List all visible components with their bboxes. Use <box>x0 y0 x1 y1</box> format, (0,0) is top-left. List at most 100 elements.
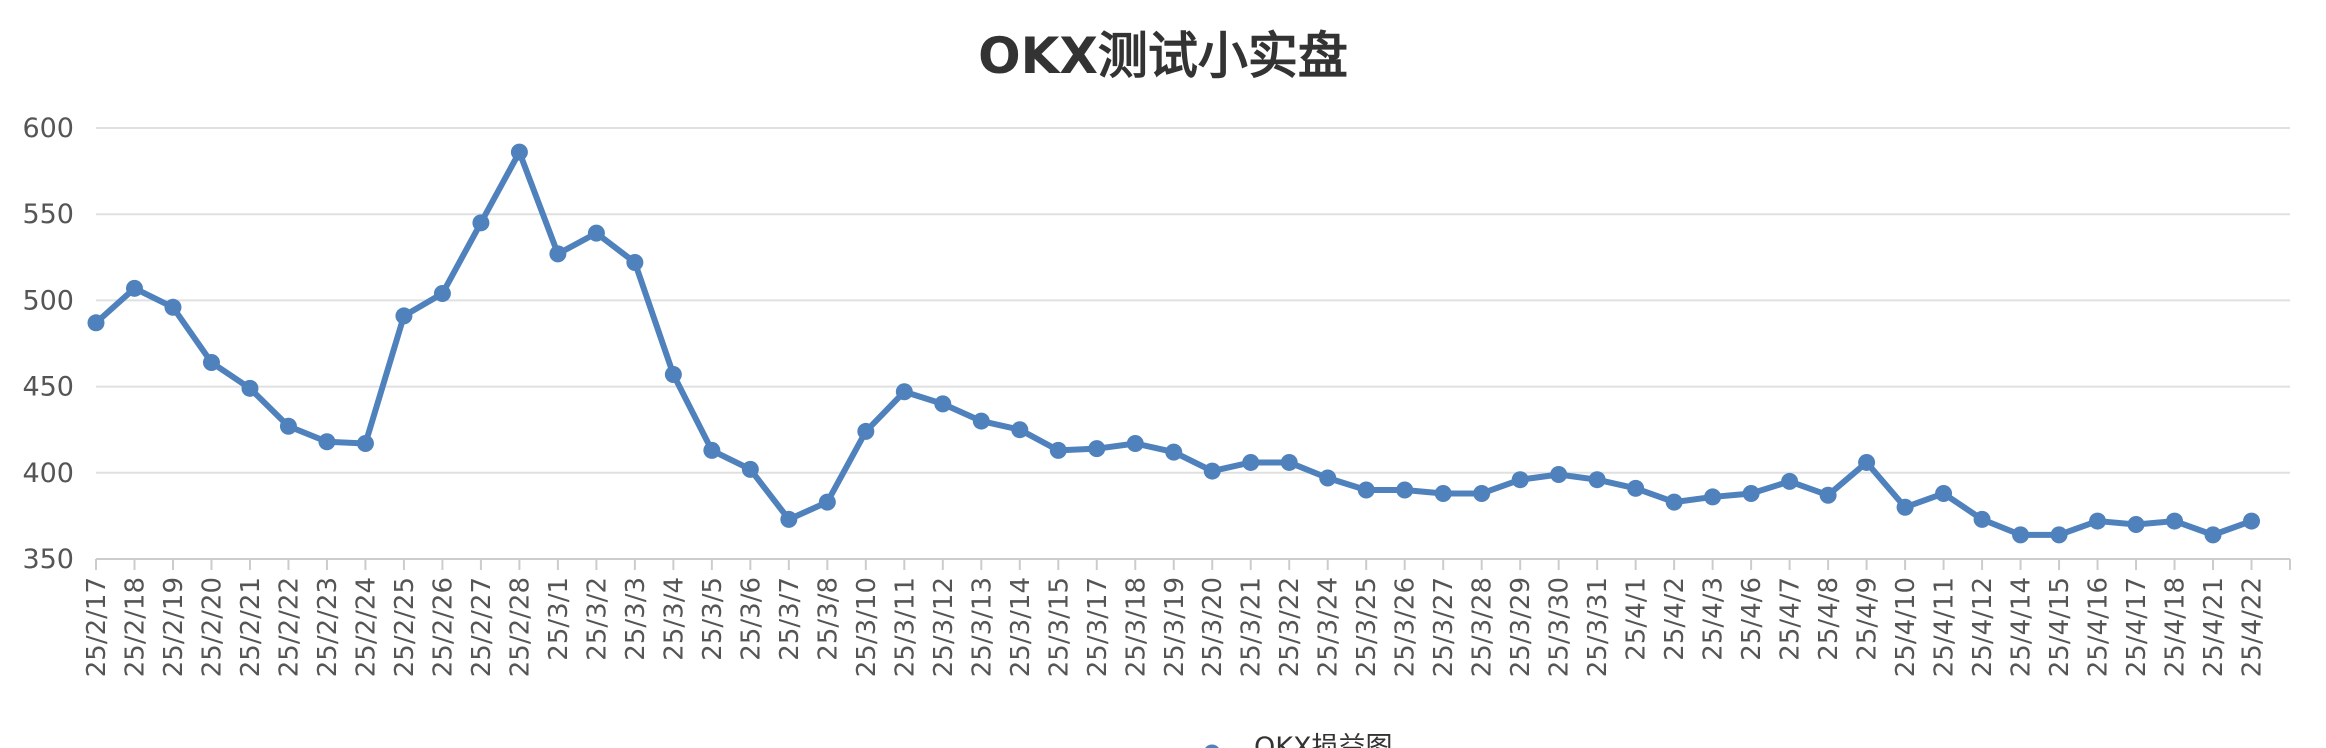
x-tick-label: 25/3/10 <box>852 577 882 677</box>
data-point <box>2012 526 2030 544</box>
x-tick-label: 25/4/8 <box>1814 577 1844 661</box>
x-tick-label: 25/4/15 <box>2045 577 2075 677</box>
data-point <box>857 422 875 440</box>
x-tick-label: 25/3/13 <box>967 577 997 677</box>
x-tick-label: 25/3/17 <box>1083 577 1113 677</box>
x-tick-label: 25/3/19 <box>1160 577 1190 677</box>
data-point <box>664 366 682 384</box>
data-point <box>395 307 413 325</box>
data-point <box>2243 512 2261 530</box>
data-point <box>2050 526 2068 544</box>
data-point <box>2166 512 2184 530</box>
data-point <box>972 412 990 430</box>
data-point <box>2204 526 2222 544</box>
data-point <box>1665 493 1683 511</box>
x-tick-label: 25/2/20 <box>197 577 227 677</box>
data-point <box>1935 484 1953 502</box>
x-tick-label: 25/3/29 <box>1506 577 1536 677</box>
x-tick-label: 25/3/4 <box>659 577 689 661</box>
data-point <box>1319 469 1337 487</box>
y-tick-label: 350 <box>22 544 74 575</box>
data-point <box>2089 512 2107 530</box>
x-tick-label: 25/3/8 <box>813 577 843 661</box>
data-point <box>1588 471 1606 489</box>
x-tick-label: 25/3/15 <box>1044 577 1074 677</box>
data-point <box>587 224 605 242</box>
y-tick-label: 400 <box>22 458 74 489</box>
x-tick-label: 25/2/22 <box>274 577 304 677</box>
data-point <box>1704 488 1722 506</box>
x-tick-label: 25/2/23 <box>313 577 343 677</box>
x-tick-label: 25/4/7 <box>1776 577 1806 661</box>
data-point <box>1165 443 1183 461</box>
x-tick-label: 25/2/25 <box>390 577 420 677</box>
data-point <box>472 214 490 232</box>
x-tick-label: 25/3/22 <box>1275 577 1305 677</box>
x-tick-label: 25/3/31 <box>1583 577 1613 677</box>
x-tick-label: 25/3/20 <box>1198 577 1228 677</box>
x-tick-label: 25/2/28 <box>505 577 535 677</box>
x-tick-label: 25/4/3 <box>1699 577 1729 661</box>
data-point <box>1280 453 1298 471</box>
x-tick-label: 25/3/21 <box>1237 577 1267 677</box>
data-point <box>1973 510 1991 528</box>
x-tick-label: 25/4/17 <box>2122 577 2152 677</box>
x-tick-label: 25/3/26 <box>1391 577 1421 677</box>
data-point <box>703 441 721 459</box>
data-point <box>1896 498 1914 516</box>
data-point <box>741 460 759 478</box>
x-tick-label: 25/3/1 <box>544 577 574 661</box>
data-point <box>1550 466 1568 484</box>
x-tick-label: 25/4/11 <box>1930 577 1960 677</box>
data-point <box>1011 421 1029 439</box>
y-tick-label: 550 <box>22 199 74 230</box>
y-tick-label: 600 <box>22 113 74 144</box>
x-tick-label: 25/3/14 <box>1006 577 1036 677</box>
x-tick-label: 25/3/2 <box>582 577 612 661</box>
x-tick-label: 25/4/9 <box>1853 577 1883 661</box>
x-tick-label: 25/4/22 <box>2238 577 2268 677</box>
x-tick-label: 25/4/2 <box>1660 577 1690 661</box>
data-point <box>1434 484 1452 502</box>
x-tick-label: 25/4/6 <box>1737 577 1767 661</box>
data-point <box>1781 472 1799 490</box>
data-point <box>279 417 297 435</box>
data-point <box>1088 440 1106 458</box>
data-point <box>433 285 451 303</box>
x-tick-label: 25/2/19 <box>159 577 189 677</box>
x-tick-label: 25/3/28 <box>1468 577 1498 677</box>
data-point <box>1627 479 1645 497</box>
x-tick-label: 25/2/26 <box>428 577 458 677</box>
data-point <box>164 298 182 316</box>
series-okx <box>87 143 2261 544</box>
data-point <box>1742 484 1760 502</box>
data-point <box>1473 484 1491 502</box>
data-point <box>2127 516 2145 534</box>
data-point <box>1858 453 1876 471</box>
data-point <box>202 353 220 371</box>
gridlines <box>96 127 2290 474</box>
x-tick-label: 25/3/5 <box>698 577 728 661</box>
x-tick-label: 25/2/21 <box>236 577 266 677</box>
x-tick-label: 25/3/18 <box>1121 577 1151 677</box>
y-tick-label: 450 <box>22 372 74 403</box>
series-line <box>93 149 2255 538</box>
data-point <box>818 493 836 511</box>
data-point <box>1357 481 1375 499</box>
y-axis: 350 400 450 500 550 600 <box>22 113 74 575</box>
x-tick-label: 25/3/3 <box>621 577 651 661</box>
data-point <box>626 253 644 271</box>
x-tick-label: 25/4/1 <box>1622 577 1652 661</box>
x-tick-label: 25/4/21 <box>2199 577 2229 677</box>
legend-marker <box>1205 744 1219 748</box>
x-tick-label: 25/2/24 <box>351 577 381 677</box>
x-tick-label: 25/4/16 <box>2084 577 2114 677</box>
legend-label: OKX损益图 <box>1254 732 1392 748</box>
x-tick-label: 25/3/6 <box>736 577 766 661</box>
data-point <box>780 510 798 528</box>
x-tick-label: 25/3/11 <box>890 577 920 677</box>
data-point <box>87 314 105 332</box>
data-point <box>895 383 913 401</box>
x-tick-label: 25/3/27 <box>1429 577 1459 677</box>
x-tick-label: 25/2/17 <box>82 577 112 677</box>
